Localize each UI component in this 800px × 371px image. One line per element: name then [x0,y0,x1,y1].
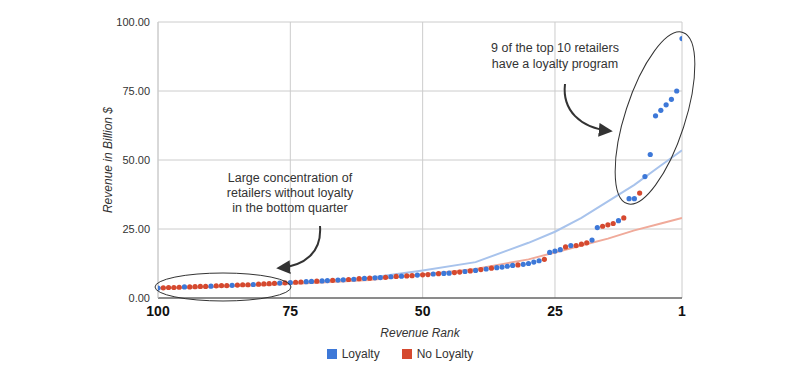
svg-text:100.00: 100.00 [116,16,150,28]
html-text:No Loyalty: No Loyalty [416,347,474,361]
svg-text:75: 75 [283,303,299,319]
svg-text:25: 25 [547,303,563,319]
svg-text:25.00: 25.00 [122,223,150,235]
svg-text:9 of the top 10 retailers: 9 of the top 10 retailers [491,41,619,55]
svg-text:in the bottom quarter: in the bottom quarter [232,201,347,215]
svg-text:50.00: 50.00 [122,154,150,166]
svg-text:100: 100 [146,303,170,319]
svg-text:Revenue in Billion $: Revenue in Billion $ [101,107,115,213]
svg-text:0.00: 0.00 [129,292,150,304]
svg-text:Revenue Rank: Revenue Rank [380,326,460,340]
svg-text:retailers without loyalty: retailers without loyalty [227,186,354,200]
svg-text:Large concentration of: Large concentration of [228,171,353,185]
svg-text:have a loyalty program: have a loyalty program [492,57,618,71]
svg-text:75.00: 75.00 [122,85,150,97]
svg-text:1: 1 [678,303,686,319]
svg-text:50: 50 [415,303,431,319]
html-text:Loyalty: Loyalty [341,347,380,361]
